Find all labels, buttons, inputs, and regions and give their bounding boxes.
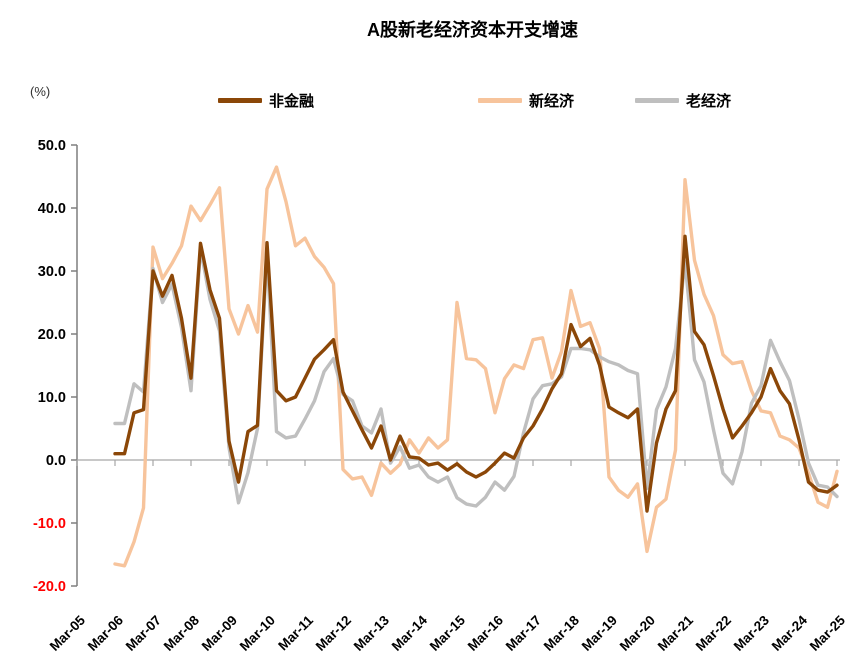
y-tick-label: -20.0 (33, 579, 66, 595)
chart-title: A股新老经济资本开支增速 (367, 20, 578, 40)
series-line-non-financial (113, 234, 839, 513)
x-tick-label: Mar-16 (465, 612, 507, 654)
series-line-new-economy (113, 165, 839, 568)
legend-label-old-economy: 老经济 (686, 92, 732, 110)
x-tick-label: Mar-25 (807, 612, 849, 654)
x-tick-label: Mar-22 (693, 613, 734, 654)
legend-item-old-economy: 老经济 (635, 90, 731, 110)
y-tick-label: 40.0 (38, 201, 66, 217)
legend-label-non-financial: 非金融 (269, 92, 315, 110)
y-axis-unit-label: (%) (30, 84, 51, 99)
x-tick-label: Mar-17 (503, 613, 544, 654)
x-tick-label: Mar-07 (123, 613, 164, 654)
x-tick-label: Mar-09 (199, 613, 240, 654)
y-tick-label: 20.0 (38, 327, 66, 343)
x-tick-label: Mar-10 (237, 613, 278, 654)
legend-swatch-new-economy (478, 97, 522, 103)
y-tick-label: 10.0 (38, 390, 66, 406)
legend-item-new-economy: 新经济 (478, 90, 574, 110)
x-tick-label: Mar-14 (389, 612, 431, 654)
x-tick-label: Mar-24 (769, 612, 811, 654)
x-tick-label: Mar-08 (161, 612, 203, 654)
x-tick-label: Mar-13 (351, 612, 393, 654)
x-tick-label: Mar-05 (47, 612, 89, 654)
x-tick-label: Mar-19 (579, 613, 620, 654)
x-tick-label: Mar-11 (275, 612, 316, 653)
legend-swatch-old-economy (635, 97, 679, 103)
x-tick-label: Mar-15 (427, 612, 469, 654)
x-tick-label: Mar-23 (731, 612, 773, 654)
y-tick-label: 0.0 (46, 453, 66, 469)
y-tick-label: -10.0 (33, 516, 66, 532)
y-tick-label: 50.0 (38, 138, 66, 154)
x-tick-label: Mar-21 (655, 612, 697, 654)
legend-label-new-economy: 新经济 (529, 92, 575, 110)
legend-swatch-non-financial (218, 97, 262, 103)
x-tick-label: Mar-06 (85, 612, 127, 654)
x-tick-label: Mar-12 (313, 613, 354, 654)
x-tick-label: Mar-20 (617, 613, 658, 654)
x-tick-label: Mar-18 (541, 612, 583, 654)
legend-item-non-financial: 非金融 (218, 90, 314, 110)
y-tick-label: 30.0 (38, 264, 66, 280)
series-line-old-economy (113, 246, 839, 508)
